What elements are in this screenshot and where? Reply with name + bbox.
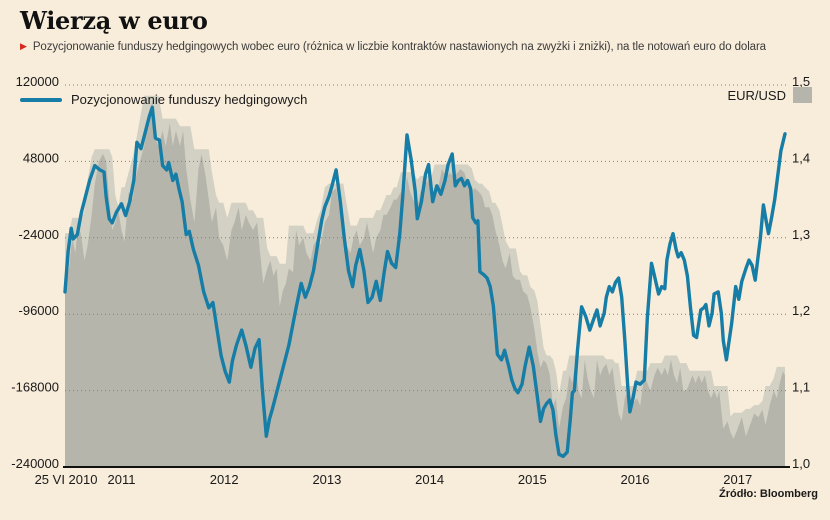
x-tick-label: 2014: [415, 472, 444, 487]
legend-eurusd: EUR/USD: [727, 87, 812, 103]
y-right-tick-label: 1,5: [792, 74, 810, 89]
y-right-tick-label: 1,0: [792, 456, 810, 471]
y-left-tick-label: 120000: [16, 74, 59, 89]
chart-subtitle: ▶ Pozycjonowanie funduszy hedgingowych wo…: [20, 41, 820, 53]
red-triangle-icon: ▶: [20, 41, 27, 51]
eurusd-area: [65, 100, 785, 468]
x-tick-label: 2015: [518, 472, 547, 487]
x-tick-label: 2011: [108, 472, 136, 487]
y-left-tick-label: -24000: [19, 227, 59, 242]
positioning-line: [63, 105, 787, 459]
y-right-tick-label: 1,3: [792, 227, 810, 242]
y-right-tick-label: 1,1: [792, 380, 810, 395]
y-right-tick-label: 1,4: [792, 150, 810, 165]
chart-subtitle-text: Pozycjonowanie funduszy hedgingowych wob…: [32, 41, 766, 53]
x-tick-label: 2012: [210, 472, 239, 487]
x-tick-label-start: 25 VI 2010: [35, 472, 98, 487]
y-left-tick-label: -168000: [11, 380, 59, 395]
x-tick-label: 2013: [312, 472, 341, 487]
area-series-swatch: [793, 87, 812, 103]
legend-positioning: Pozycjonowanie funduszy hedgingowych: [20, 92, 307, 107]
x-tick-label: 2016: [621, 472, 650, 487]
line-series-swatch: [20, 97, 62, 102]
y-right-tick-label: 1,2: [792, 303, 810, 318]
source-credit: Źródło: Bloomberg: [719, 488, 818, 500]
y-left-tick-label: 48000: [23, 150, 59, 165]
legend-line-label: Pozycjonowanie funduszy hedgingowych: [71, 92, 308, 107]
legend-area-label: EUR/USD: [727, 87, 786, 103]
y-left-tick-label: -240000: [11, 456, 59, 471]
y-left-tick-label: -96000: [19, 303, 59, 318]
x-tick-label: 2017: [723, 472, 752, 487]
page-title: Wierzą w euro: [20, 6, 208, 35]
